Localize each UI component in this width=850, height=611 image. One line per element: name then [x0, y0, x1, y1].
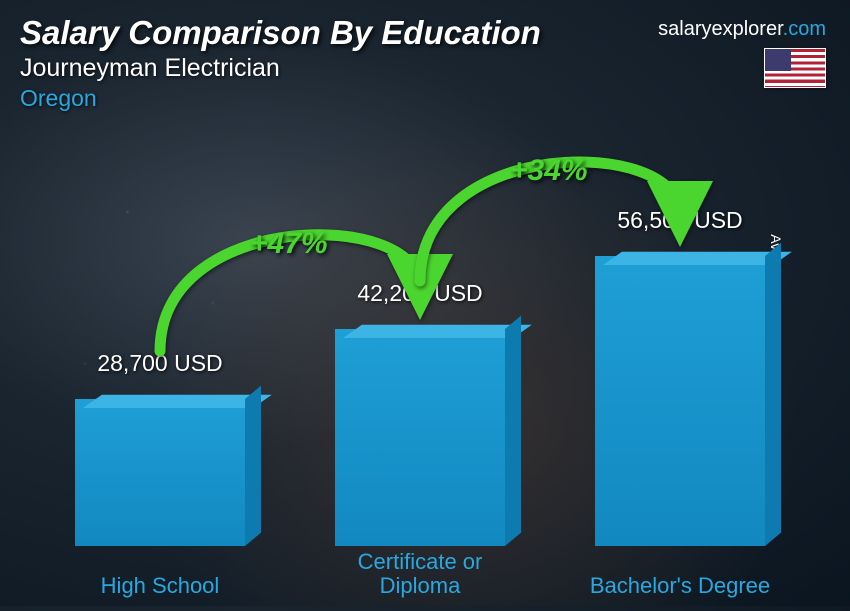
brand-logo: salaryexplorer.com	[658, 18, 826, 41]
bar-chart: 28,700 USDHigh School42,200 USDCertifica…	[0, 136, 820, 606]
chart-location: Oregon	[20, 85, 541, 112]
bar-group: 28,700 USDHigh School	[75, 399, 245, 546]
bar-group: 42,200 USDCertificate or Diploma	[335, 329, 505, 546]
bar-group: 56,500 USDBachelor's Degree	[595, 256, 765, 546]
brand-tld: .com	[783, 18, 826, 40]
chart-subtitle: Journeyman Electrician	[20, 54, 541, 83]
brand-name: salaryexplorer	[658, 18, 783, 40]
bar	[335, 329, 505, 546]
flag-icon	[764, 48, 826, 88]
bar-category-label: Bachelor's Degree	[575, 574, 785, 598]
bar-category-label: Certificate or Diploma	[315, 550, 525, 598]
bar	[75, 399, 245, 546]
increase-pct-label: +47%	[250, 227, 328, 261]
header: Salary Comparison By Education Journeyma…	[20, 14, 541, 112]
chart-title: Salary Comparison By Education	[20, 14, 541, 52]
increase-pct-label: +34%	[510, 154, 588, 188]
bar-value-label: 28,700 USD	[60, 350, 260, 377]
bar-value-label: 56,500 USD	[580, 207, 780, 234]
bar-category-label: High School	[55, 574, 265, 598]
bar-value-label: 42,200 USD	[320, 280, 520, 307]
bar	[595, 256, 765, 546]
